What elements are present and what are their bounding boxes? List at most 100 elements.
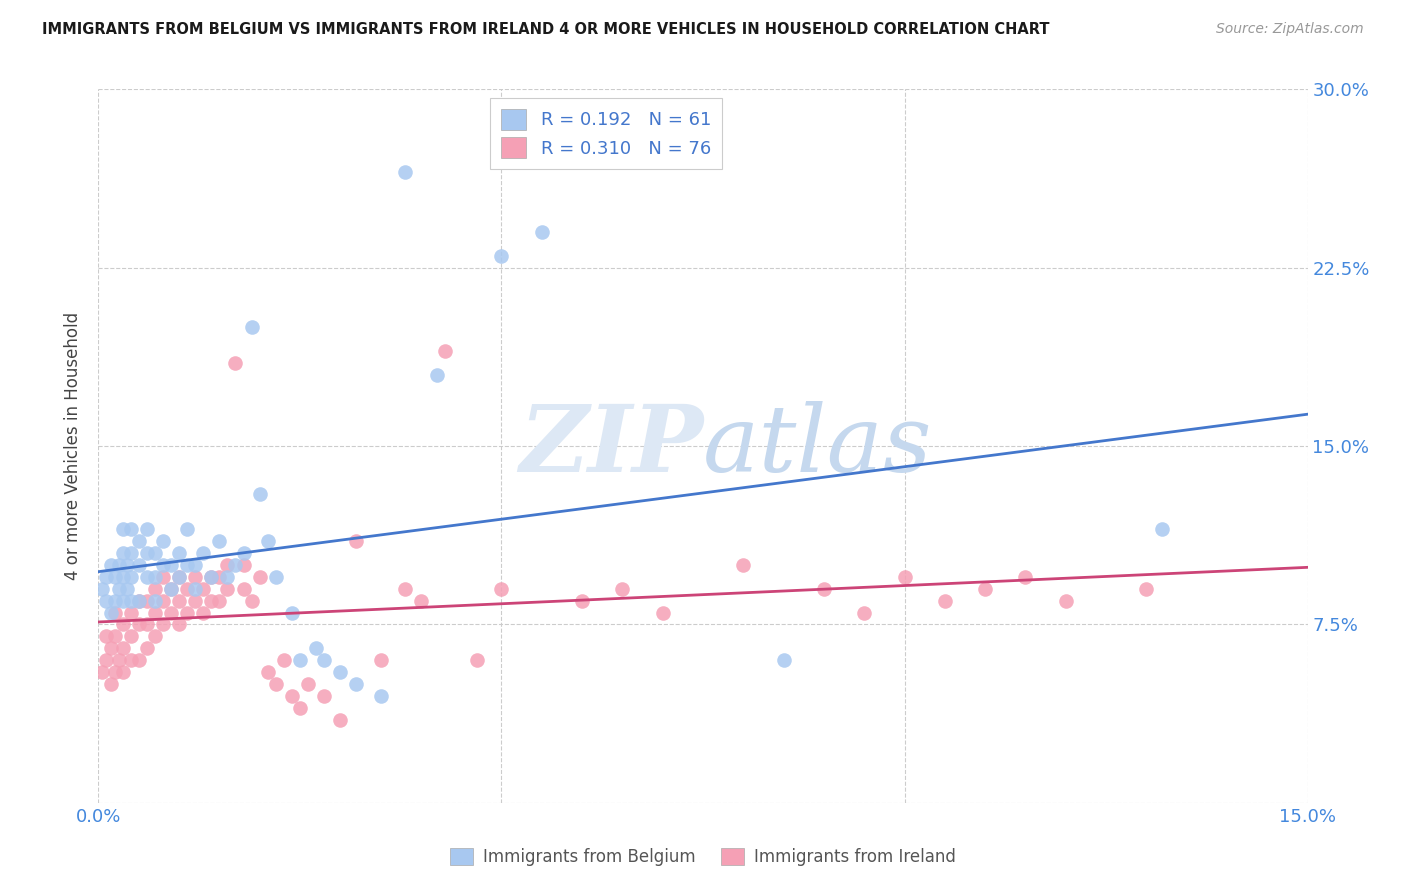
Point — [1135, 582, 1157, 596]
Point — [1014, 570, 1036, 584]
Text: ZIP: ZIP — [519, 401, 703, 491]
Point — [273, 653, 295, 667]
Point — [193, 582, 215, 596]
Point — [128, 593, 150, 607]
Point — [200, 593, 222, 607]
Point — [314, 689, 336, 703]
Point — [314, 653, 336, 667]
Point — [240, 320, 263, 334]
Point — [344, 534, 367, 549]
Point — [893, 570, 915, 584]
Point — [128, 558, 150, 572]
Point — [232, 546, 254, 560]
Point — [394, 582, 416, 596]
Point — [167, 546, 190, 560]
Point — [370, 689, 392, 703]
Point — [160, 582, 183, 596]
Point — [135, 522, 157, 536]
Point — [143, 606, 166, 620]
Point — [370, 653, 392, 667]
Point — [249, 570, 271, 584]
Point — [288, 700, 311, 714]
Point — [434, 343, 457, 358]
Point — [160, 558, 183, 572]
Point — [100, 606, 122, 620]
Point — [176, 582, 198, 596]
Point — [853, 606, 876, 620]
Legend: Immigrants from Belgium, Immigrants from Ireland: Immigrants from Belgium, Immigrants from… — [443, 841, 963, 873]
Point — [208, 570, 231, 584]
Point — [297, 677, 319, 691]
Text: Source: ZipAtlas.com: Source: ZipAtlas.com — [1216, 22, 1364, 37]
Point — [143, 629, 166, 643]
Point — [111, 570, 134, 584]
Point — [329, 713, 352, 727]
Point — [120, 546, 142, 560]
Point — [103, 570, 125, 584]
Point — [143, 582, 166, 596]
Point — [107, 653, 129, 667]
Point — [111, 617, 134, 632]
Point — [143, 593, 166, 607]
Point — [1152, 522, 1174, 536]
Point — [111, 641, 134, 656]
Point — [100, 677, 122, 691]
Point — [465, 653, 488, 667]
Point — [394, 165, 416, 179]
Point — [264, 677, 287, 691]
Point — [128, 534, 150, 549]
Point — [224, 356, 246, 370]
Text: IMMIGRANTS FROM BELGIUM VS IMMIGRANTS FROM IRELAND 4 OR MORE VEHICLES IN HOUSEHO: IMMIGRANTS FROM BELGIUM VS IMMIGRANTS FR… — [42, 22, 1050, 37]
Point — [120, 653, 142, 667]
Point — [107, 558, 129, 572]
Point — [612, 582, 634, 596]
Point — [152, 593, 174, 607]
Point — [143, 546, 166, 560]
Point — [491, 582, 513, 596]
Point — [120, 570, 142, 584]
Point — [184, 593, 207, 607]
Point — [96, 593, 118, 607]
Point — [152, 617, 174, 632]
Point — [184, 558, 207, 572]
Text: atlas: atlas — [703, 401, 932, 491]
Point — [152, 558, 174, 572]
Point — [232, 558, 254, 572]
Point — [217, 570, 239, 584]
Point — [103, 606, 125, 620]
Point — [135, 641, 157, 656]
Point — [200, 570, 222, 584]
Point — [344, 677, 367, 691]
Point — [491, 249, 513, 263]
Point — [193, 606, 215, 620]
Point — [974, 582, 997, 596]
Point — [240, 593, 263, 607]
Point — [96, 629, 118, 643]
Point — [426, 368, 449, 382]
Point — [120, 593, 142, 607]
Point — [100, 641, 122, 656]
Point — [128, 653, 150, 667]
Point — [152, 570, 174, 584]
Point — [128, 617, 150, 632]
Point — [143, 570, 166, 584]
Point — [208, 534, 231, 549]
Point — [103, 593, 125, 607]
Point — [167, 593, 190, 607]
Point — [103, 665, 125, 679]
Point — [167, 570, 190, 584]
Point — [288, 653, 311, 667]
Point — [111, 546, 134, 560]
Point — [96, 570, 118, 584]
Point — [128, 593, 150, 607]
Point — [100, 558, 122, 572]
Point — [409, 593, 432, 607]
Point — [160, 582, 183, 596]
Point — [135, 593, 157, 607]
Point — [120, 629, 142, 643]
Point — [111, 665, 134, 679]
Point — [530, 225, 553, 239]
Point — [96, 653, 118, 667]
Point — [217, 558, 239, 572]
Point — [305, 641, 328, 656]
